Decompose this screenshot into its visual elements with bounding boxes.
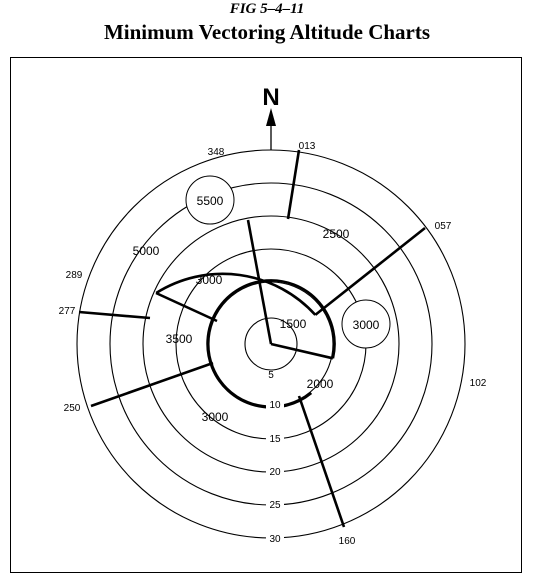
altitude-label-3000-obstacle: 3000 bbox=[353, 318, 380, 332]
ring-label-bg-20 bbox=[266, 465, 284, 477]
ring-label-30: 30 bbox=[269, 534, 281, 545]
boundary-013 bbox=[286, 149, 301, 220]
ring-label-5: 5 bbox=[268, 370, 274, 381]
ring-label-15: 15 bbox=[269, 434, 281, 445]
bearing-label-057: 057 bbox=[435, 221, 452, 232]
boundary-center-to-160 bbox=[270, 342, 334, 360]
altitude-label-3500: 3500 bbox=[166, 332, 193, 346]
boundary-160 bbox=[297, 395, 346, 528]
north-arrow: N bbox=[262, 84, 280, 150]
boundary-277 bbox=[78, 310, 151, 320]
ring-label-25: 25 bbox=[269, 500, 281, 511]
inner-sector-arc bbox=[206, 279, 336, 409]
ring-label-bg-25 bbox=[266, 498, 284, 510]
bearing-label-348: 348 bbox=[208, 147, 225, 158]
altitude-label-2000: 2000 bbox=[307, 377, 334, 391]
bearing-labels: 348 013 057 102 160 250 277 289 bbox=[59, 141, 487, 547]
sector-boundaries bbox=[78, 149, 426, 528]
ring-label-bg-30 bbox=[266, 532, 284, 544]
altitude-label-5500: 5500 bbox=[197, 194, 224, 208]
figure-title: Minimum Vectoring Altitude Charts bbox=[103, 20, 431, 44]
altitude-label-2500: 2500 bbox=[323, 227, 350, 241]
bearing-label-160: 160 bbox=[339, 536, 356, 547]
altitude-label-3000-lower: 3000 bbox=[202, 410, 229, 424]
north-label: N bbox=[262, 84, 279, 111]
obstacle-circle-3000 bbox=[341, 299, 391, 349]
bearing-label-250: 250 bbox=[64, 403, 81, 414]
ring-distance-labels: 5 10 15 20 25 30 bbox=[266, 370, 284, 545]
figure-number: FIG 5–4–11 bbox=[229, 1, 305, 17]
altitude-label-5000: 5000 bbox=[133, 244, 160, 258]
bearing-label-277: 277 bbox=[59, 306, 76, 317]
boundary-inner-split bbox=[155, 291, 218, 323]
altitude-label-1500: 1500 bbox=[280, 317, 307, 331]
ring-label-bg-10 bbox=[266, 398, 284, 410]
range-ring-5nm bbox=[244, 317, 298, 371]
altitude-label-3000-upper: 3000 bbox=[196, 273, 223, 287]
bearing-label-289: 289 bbox=[66, 270, 83, 281]
bearing-label-102: 102 bbox=[470, 378, 487, 389]
bearing-label-013: 013 bbox=[299, 141, 316, 152]
altitude-labels: 1500 2000 3000 3000 3500 3000 5000 5500 … bbox=[133, 194, 380, 424]
ring-label-20: 20 bbox=[269, 467, 281, 478]
obstacle-circle-5500 bbox=[185, 175, 235, 225]
diagram-frame bbox=[10, 57, 522, 573]
middle-sector-arc bbox=[155, 272, 317, 316]
north-arrow-head bbox=[266, 108, 276, 126]
boundary-center-to-250 bbox=[246, 219, 273, 345]
boundary-center-to-057 bbox=[314, 226, 426, 316]
boundary-250 bbox=[90, 361, 214, 408]
ring-label-10: 10 bbox=[269, 400, 281, 411]
ring-label-bg-15 bbox=[266, 432, 284, 444]
